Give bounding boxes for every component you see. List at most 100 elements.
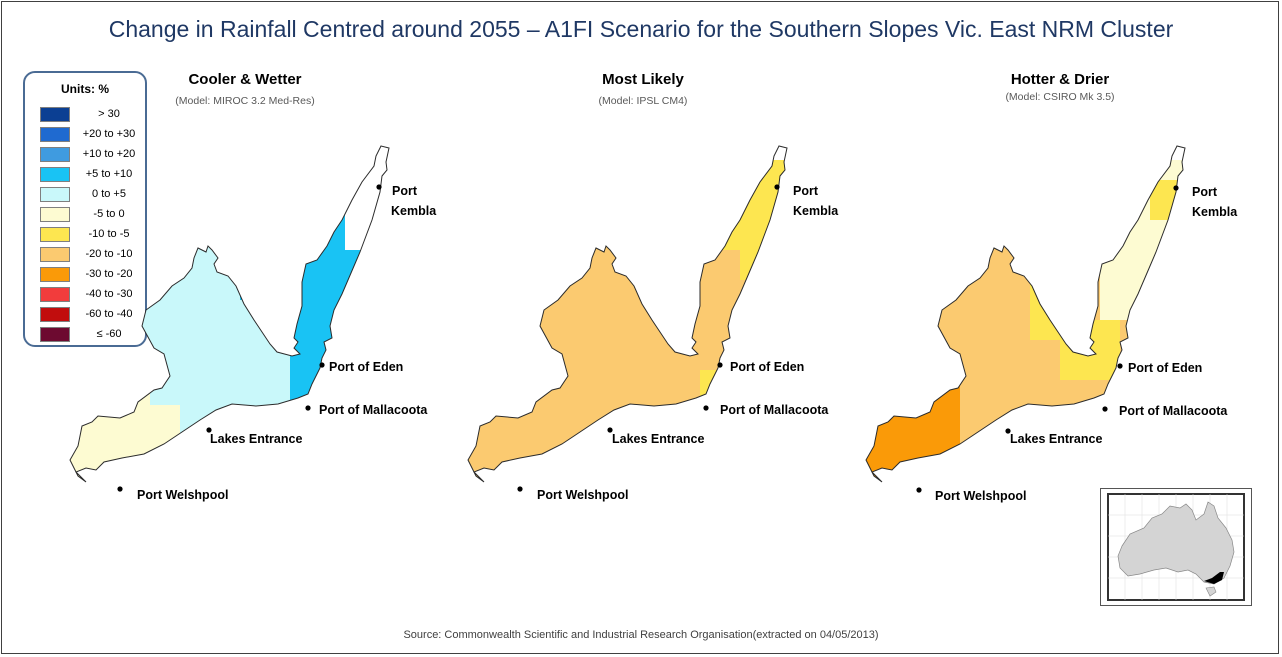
legend-swatch <box>40 147 70 162</box>
legend-label: -20 to -10 <box>85 248 133 260</box>
port-kembla-marker <box>376 184 382 190</box>
legend-label: > 30 <box>98 108 120 120</box>
legend-item: -40 to -30 <box>40 287 144 303</box>
legend-swatch <box>40 167 70 182</box>
legend-item: -30 to -20 <box>40 267 144 283</box>
label-port-of-mallacoota: Port of Mallacoota <box>1119 404 1228 418</box>
label-port-welshpool: Port Welshpool <box>935 489 1026 503</box>
map-cooler-wetter: Port Kembla Port of Eden Port of Mallaco… <box>69 145 437 502</box>
port-welshpool-marker <box>117 486 123 492</box>
map-most-likely: Port Kembla Port of Eden Port of Mallaco… <box>467 145 839 502</box>
lakes-entrance-marker <box>206 427 212 433</box>
grid-cell <box>1100 160 1185 320</box>
label-kembla: Kembla <box>1192 205 1238 219</box>
port-of-mallacoota-marker <box>1102 406 1108 412</box>
place-markers <box>517 184 780 492</box>
panel-subtitle-hotter-drier: (Model: CSIRO Mk 3.5) <box>1005 91 1115 103</box>
port-kembla-marker <box>1173 185 1179 191</box>
australia-outline <box>1117 501 1235 585</box>
legend-label: -5 to 0 <box>93 208 125 220</box>
rainfall-grid <box>468 160 787 482</box>
legend-swatch <box>40 327 70 342</box>
cluster-highlight <box>1204 572 1224 584</box>
grid-cell <box>710 160 787 250</box>
label-port: Port <box>793 184 819 198</box>
legend-swatch <box>40 287 70 302</box>
label-lakes-entrance: Lakes Entrance <box>1010 432 1102 446</box>
place-markers <box>916 185 1179 493</box>
port-kembla-marker <box>774 184 780 190</box>
legend-label: -30 to -20 <box>85 268 133 280</box>
legend-item: -60 to -40 <box>40 307 144 323</box>
port-welshpool-marker <box>916 487 922 493</box>
label-port-of-mallacoota: Port of Mallacoota <box>720 403 829 417</box>
label-lakes-entrance: Lakes Entrance <box>210 432 302 446</box>
label-kembla: Kembla <box>391 204 437 218</box>
port-welshpool-marker <box>517 486 523 492</box>
label-port-of-eden: Port of Eden <box>730 360 804 374</box>
legend-item: +20 to +30 <box>40 127 144 143</box>
legend-swatch <box>40 227 70 242</box>
panel-title-hotter-drier: Hotter & Drier <box>1010 71 1110 88</box>
legend-label: 0 to +5 <box>92 188 126 200</box>
legend-swatch <box>40 247 70 262</box>
grid-cell <box>240 270 270 300</box>
label-port-welshpool: Port Welshpool <box>537 488 628 502</box>
label-port-of-mallacoota: Port of Mallacoota <box>319 403 428 417</box>
legend-label: +10 to +20 <box>82 148 136 160</box>
grid-cell <box>70 380 150 482</box>
legend-item: +10 to +20 <box>40 147 144 163</box>
panel-title-cooler-wetter: Cooler & Wetter <box>188 71 302 88</box>
legend-label: -40 to -30 <box>85 288 133 300</box>
legend-label: ≤ -60 <box>96 328 122 340</box>
label-port-of-eden: Port of Eden <box>1128 361 1202 375</box>
place-markers <box>117 184 382 492</box>
legend-swatch <box>40 107 70 122</box>
source-note: Source: Commonwealth Scientific and Indu… <box>403 629 879 641</box>
legend-item: ≤ -60 <box>40 327 144 343</box>
label-port: Port <box>1192 185 1218 199</box>
legend-item: +5 to +10 <box>40 167 144 183</box>
legend-label: -10 to -5 <box>88 228 130 240</box>
legend-swatch <box>40 207 70 222</box>
legend-label: -60 to -40 <box>85 308 133 320</box>
map-hotter-drier: Port Kembla Port of Eden Port of Mallaco… <box>865 145 1238 503</box>
grid-cell <box>930 370 960 390</box>
legend-label: +5 to +10 <box>85 168 133 180</box>
legend-swatch <box>40 307 70 322</box>
panel-title-most-likely: Most Likely <box>602 71 684 88</box>
figure-title: Change in Rainfall Centred around 2055 –… <box>108 16 1174 42</box>
rainfall-grid <box>866 160 1185 482</box>
label-kembla: Kembla <box>793 204 839 218</box>
legend: Units: % > 30 +20 to +30 +10 to +20 +5 t… <box>23 71 147 347</box>
port-of-mallacoota-marker <box>703 405 709 411</box>
legend-title: Units: % <box>61 82 109 96</box>
legend-swatch <box>40 267 70 282</box>
panel-subtitle-most-likely: (Model: IPSL CM4) <box>598 95 688 107</box>
australia-inset-map <box>1100 488 1252 606</box>
legend-item: -20 to -10 <box>40 247 144 263</box>
port-of-mallacoota-marker <box>305 405 311 411</box>
legend-label: +20 to +30 <box>82 128 136 140</box>
lakes-entrance-marker <box>1005 428 1011 434</box>
grid-cell <box>1060 320 1120 380</box>
port-of-eden-marker <box>319 362 325 368</box>
legend-swatch <box>40 127 70 142</box>
legend-item: -10 to -5 <box>40 227 144 243</box>
label-port-of-eden: Port of Eden <box>329 360 403 374</box>
rainfall-grid <box>70 160 389 482</box>
legend-item: 0 to +5 <box>40 187 144 203</box>
port-of-eden-marker <box>1117 363 1123 369</box>
label-lakes-entrance: Lakes Entrance <box>612 432 704 446</box>
tasmania-outline <box>1205 586 1217 597</box>
grid-cell <box>150 405 180 482</box>
legend-item: > 30 <box>40 107 144 123</box>
port-of-eden-marker <box>717 362 723 368</box>
legend-item: -5 to 0 <box>40 207 144 223</box>
label-port-welshpool: Port Welshpool <box>137 488 228 502</box>
label-port: Port <box>392 184 418 198</box>
panel-subtitle-cooler-wetter: (Model: MIROC 3.2 Med-Res) <box>175 95 315 107</box>
legend-swatch <box>40 187 70 202</box>
